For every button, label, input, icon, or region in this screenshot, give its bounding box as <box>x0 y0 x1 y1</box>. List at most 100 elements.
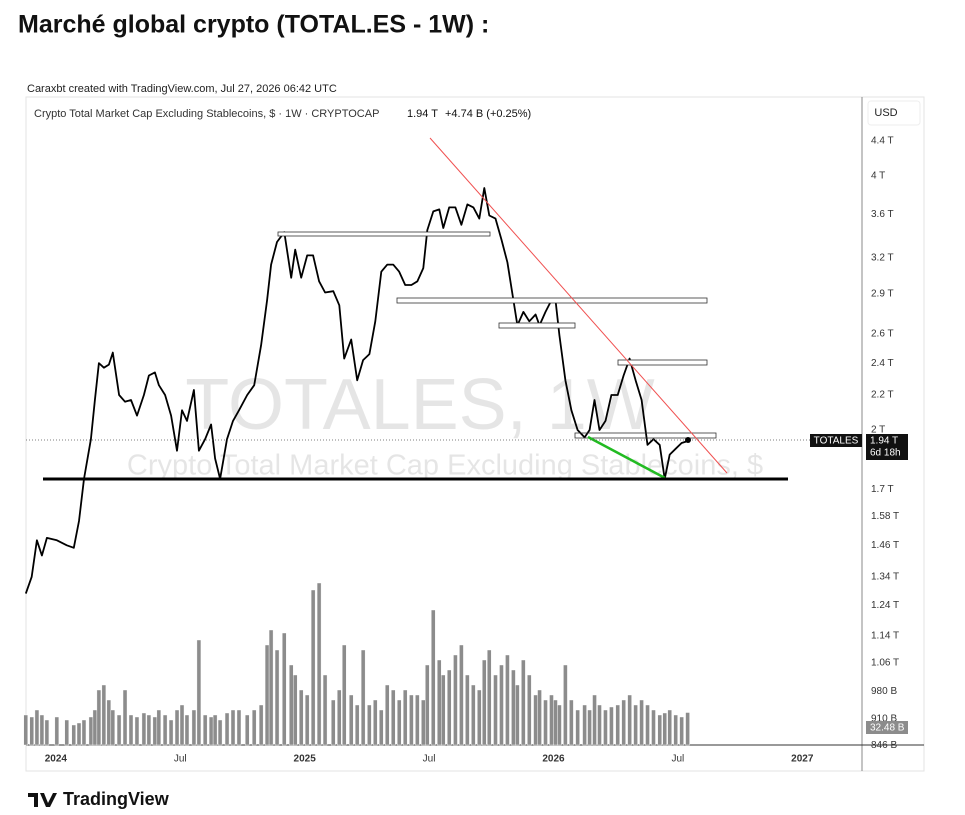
zone <box>498 322 576 329</box>
currency-box[interactable] <box>867 100 921 126</box>
page-title: Marché global crypto (TOTAL.ES - 1W) : <box>18 11 489 39</box>
y-tick-label: 4.4 T <box>871 136 894 147</box>
volume-bar <box>493 674 498 746</box>
volume-bar <box>354 704 360 746</box>
volume-bar <box>29 716 34 746</box>
x-tick-label: Jul <box>423 754 436 765</box>
volume-bar <box>293 674 298 746</box>
volume-tag <box>866 721 908 734</box>
volume-bar <box>679 716 684 746</box>
volume-bar <box>645 704 650 746</box>
volume-bar <box>202 714 208 746</box>
volume-bar <box>603 709 608 746</box>
volume-bar <box>208 716 214 746</box>
volume-bar <box>337 689 342 746</box>
x-tick-label: 2026 <box>542 754 565 765</box>
volume-bar <box>441 674 446 746</box>
y-tick-label: 2.6 T <box>871 328 894 339</box>
volume-bar <box>482 659 487 746</box>
brand: TradingView <box>63 789 170 809</box>
volume-bar <box>116 714 122 746</box>
y-tick-label: 2 T <box>871 425 885 436</box>
volume-bar <box>54 716 60 746</box>
volume-bar <box>156 709 162 746</box>
volume-bar <box>264 644 270 746</box>
volume-bar <box>409 694 414 746</box>
volume-bar <box>64 719 70 746</box>
plot <box>23 187 690 746</box>
volume-bar <box>331 699 336 746</box>
x-tick-label: Jul <box>671 754 684 765</box>
volume-bar <box>196 639 202 746</box>
volume-bar <box>289 664 294 746</box>
y-tick-label: 1.14 T <box>871 631 899 642</box>
volume-bar <box>609 706 614 746</box>
x-tick-label: 2025 <box>294 754 317 765</box>
y-tick-label: 846 B <box>871 740 897 751</box>
volume-bar <box>563 664 568 746</box>
volume-bar <box>575 709 580 746</box>
volume-bar <box>348 694 354 746</box>
price-tag-text: 1.94 T <box>870 436 898 447</box>
volume-bar <box>459 644 464 746</box>
y-tick-label: 3.2 T <box>871 252 894 263</box>
volume-bar <box>168 719 174 746</box>
volume-bar <box>282 632 287 746</box>
chart-frame <box>25 96 925 772</box>
volume-bar <box>316 582 322 746</box>
volume-bar <box>174 709 180 746</box>
volume-bar <box>465 674 470 746</box>
volume-bar <box>521 659 526 746</box>
volume-bar <box>569 699 574 746</box>
volume-bar <box>402 689 408 746</box>
volume-bar <box>23 714 28 746</box>
volume-bar <box>447 669 452 746</box>
y-tick-label: 1.58 T <box>871 511 899 522</box>
volume-bar <box>122 689 128 746</box>
currency[interactable]: USD <box>874 107 897 119</box>
volume-bar <box>557 704 562 746</box>
volume-bar <box>212 714 218 746</box>
volume-bar <box>101 684 107 746</box>
watermark-description: Crypto Total Market Cap Excluding Stable… <box>127 450 763 482</box>
volume-bar <box>274 649 280 746</box>
volume-bar <box>533 694 538 746</box>
volume-bar <box>543 699 548 746</box>
volume-bar <box>106 699 112 746</box>
volume-bar <box>39 714 45 746</box>
zone <box>277 231 491 237</box>
volume-bar <box>471 684 476 746</box>
volume-bar <box>587 709 592 746</box>
volume-bar <box>662 712 667 746</box>
price-change: +4.74 B (+0.25%) <box>445 108 531 120</box>
volume-bar <box>342 644 347 746</box>
volume-bar <box>515 684 520 746</box>
volume-bar <box>627 694 632 746</box>
volume-bar <box>76 722 82 746</box>
volume-bar <box>96 689 102 746</box>
y-tick-label: 4 T <box>871 170 885 181</box>
volume-bar <box>236 709 242 746</box>
volume-bar <box>651 709 656 746</box>
volume-bar <box>367 704 372 746</box>
volume-bar <box>217 719 223 746</box>
volume-bar <box>639 699 644 746</box>
volume-bar <box>81 719 87 746</box>
volume-bar <box>268 629 274 746</box>
countdown: 6d 18h <box>870 448 901 459</box>
volume-bar <box>34 709 40 746</box>
volume-bar <box>673 714 678 746</box>
volume-bar <box>360 649 366 746</box>
volume-bar <box>322 674 328 746</box>
volume-bar <box>71 724 76 746</box>
volume-bar <box>298 689 304 746</box>
volume-bar <box>657 714 662 746</box>
y-tick-label: 1.06 T <box>871 657 899 668</box>
volume-bar <box>425 664 430 746</box>
y-tick-label: 1.34 T <box>871 571 899 582</box>
volume-bar <box>527 674 532 746</box>
y-tick-label: 1.7 T <box>871 484 894 495</box>
volume-bar <box>244 714 250 746</box>
volume-bar <box>549 694 554 746</box>
